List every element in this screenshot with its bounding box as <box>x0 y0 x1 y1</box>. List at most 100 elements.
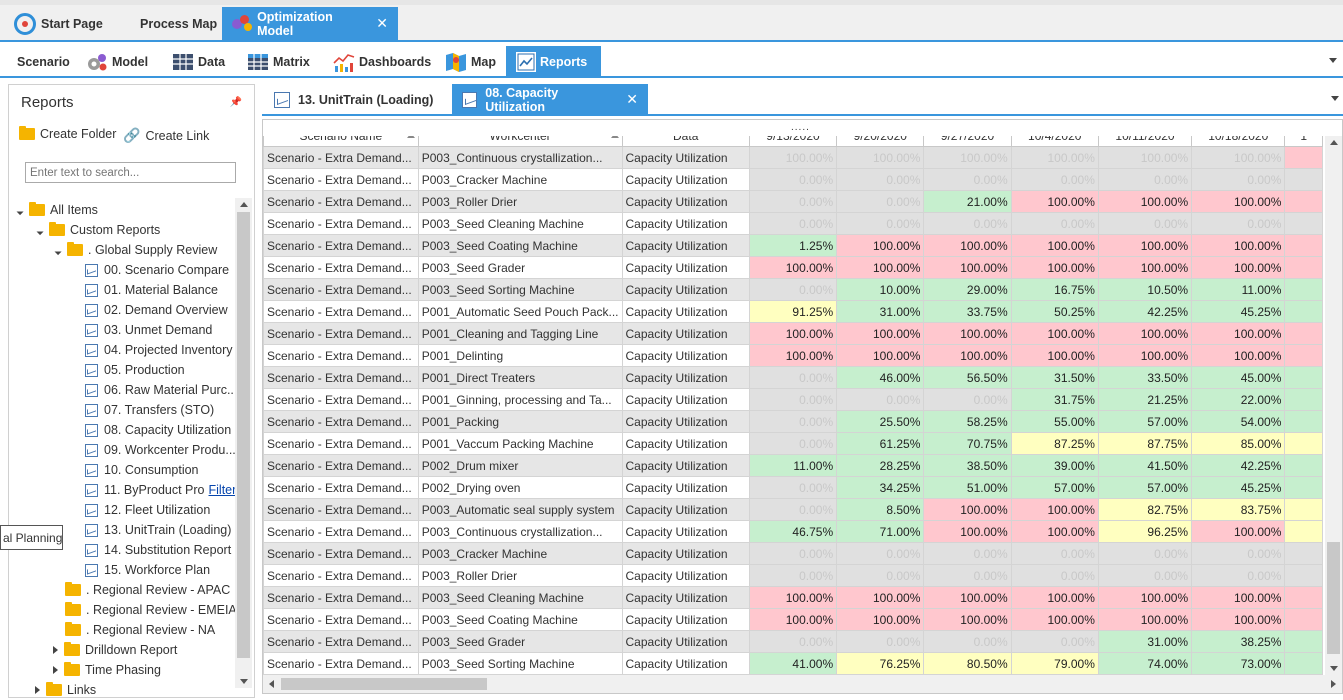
table-row[interactable]: Scenario - Extra Demand... P003_Seed Coat… <box>263 234 1323 257</box>
tree-node-report[interactable]: 12. Fleet Utilization <box>85 500 210 520</box>
tree-node-all-items[interactable]: All Items <box>14 200 98 220</box>
chevron-down-icon[interactable] <box>1331 96 1339 101</box>
tree-node-report[interactable]: 14. Substitution Report <box>85 540 231 560</box>
tree-node-report[interactable]: 11. ByProduct Pro Filter <box>85 480 236 500</box>
column-header[interactable]: 1 <box>1284 136 1323 147</box>
scroll-up-icon[interactable] <box>240 202 248 207</box>
tree-node-drilldown[interactable]: Drilldown Report <box>53 640 177 660</box>
search-input[interactable] <box>25 162 236 183</box>
column-header[interactable]: 9/13/2020 <box>748 136 838 147</box>
scroll-up-icon[interactable] <box>1330 140 1338 145</box>
tree-node-report[interactable]: 10. Consumption <box>85 460 199 480</box>
collapse-icon[interactable] <box>14 205 24 215</box>
filter-link[interactable]: Filter <box>208 483 236 497</box>
column-header[interactable]: 9/27/2020 <box>923 136 1012 147</box>
ribbon-tab-matrix[interactable]: Matrix <box>247 46 310 78</box>
tree-node-report[interactable]: 04. Projected Inventory <box>85 340 233 360</box>
table-row[interactable]: Scenario - Extra Demand... P003_Automatic… <box>263 498 1323 521</box>
table-row[interactable]: Scenario - Extra Demand... P003_Cracker M… <box>263 168 1323 191</box>
scroll-down-icon[interactable] <box>1330 666 1338 671</box>
table-row[interactable]: Scenario - Extra Demand... P001_Vaccum Pa… <box>263 432 1323 455</box>
scroll-down-icon[interactable] <box>240 679 248 684</box>
tree-node-report[interactable]: 15. Workforce Plan <box>85 560 210 580</box>
collapse-icon[interactable] <box>34 225 44 235</box>
doc-tab-optimization-model[interactable]: Optimization Model ✕ <box>222 7 398 40</box>
table-row[interactable]: Scenario - Extra Demand... P003_Seed Sort… <box>263 278 1323 301</box>
tree-node-report[interactable]: 06. Raw Material Purc... <box>85 380 236 400</box>
table-row[interactable]: Scenario - Extra Demand... P001_Ginning, … <box>263 388 1323 411</box>
grid-horizontal-scrollbar[interactable] <box>263 675 1342 693</box>
tree-node-custom-reports[interactable]: Custom Reports <box>34 220 160 240</box>
ribbon-tab-data[interactable]: Data <box>172 46 225 78</box>
table-row[interactable]: Scenario - Extra Demand... P003_Roller Dr… <box>263 564 1323 587</box>
table-row[interactable]: Scenario - Extra Demand... P003_Seed Clea… <box>263 586 1323 609</box>
column-header[interactable]: Scenario Name <box>263 136 419 147</box>
grid-vertical-scrollbar[interactable] <box>1325 136 1342 675</box>
close-icon[interactable]: ✕ <box>376 15 388 31</box>
table-row[interactable]: Scenario - Extra Demand... P001_Packing Ca… <box>263 410 1323 433</box>
tree-node-report[interactable]: 13. UnitTrain (Loading) <box>85 520 231 540</box>
column-header[interactable]: 10/11/2020 <box>1097 136 1193 147</box>
ribbon-tab-reports[interactable]: Reports <box>506 46 601 78</box>
group-panel-grip[interactable]: ..... <box>791 122 810 133</box>
table-row[interactable]: Scenario - Extra Demand... P003_Seed Coat… <box>263 608 1323 631</box>
tree-node-global-supply-review[interactable]: . Global Supply Review <box>52 240 217 260</box>
table-row[interactable]: Scenario - Extra Demand... P002_Drum mixe… <box>263 454 1323 477</box>
doc-tab-start-page[interactable]: Start Page <box>4 7 113 40</box>
table-row[interactable]: Scenario - Extra Demand... P003_Roller Dr… <box>263 190 1323 213</box>
table-row[interactable]: Scenario - Extra Demand... P001_Delinting… <box>263 344 1323 367</box>
tree-node-links[interactable]: Links <box>35 680 96 698</box>
doc-tab-process-map[interactable]: Process Map <box>130 7 227 40</box>
table-row[interactable]: Scenario - Extra Demand... P003_Seed Sort… <box>263 652 1323 675</box>
tree-node-regional-apac[interactable]: . Regional Review - APAC <box>65 580 230 600</box>
tree-node-report[interactable]: 05. Production <box>85 360 185 380</box>
scroll-right-icon[interactable] <box>1331 680 1336 688</box>
tree-node-regional-na[interactable]: . Regional Review - NA <box>65 620 215 640</box>
column-header[interactable]: 9/20/2020 <box>836 136 925 147</box>
close-icon[interactable]: ✕ <box>626 91 638 107</box>
collapse-icon[interactable] <box>52 245 62 255</box>
table-row[interactable]: Scenario - Extra Demand... P001_Automatic… <box>263 300 1323 323</box>
expand-icon[interactable] <box>53 666 58 674</box>
scroll-thumb[interactable] <box>1327 542 1340 654</box>
column-header[interactable]: 10/4/2020 <box>1010 136 1099 147</box>
tree-node-report[interactable]: 03. Unmet Demand <box>85 320 212 340</box>
table-row[interactable]: Scenario - Extra Demand... P003_Seed Grad… <box>263 630 1323 653</box>
tree-node-report[interactable]: 00. Scenario Compare <box>85 260 229 280</box>
tree-node-report[interactable]: 08. Capacity Utilization <box>85 420 231 440</box>
tree-scrollbar[interactable] <box>235 198 252 688</box>
ribbon-tab-scenario[interactable]: Scenario <box>17 46 70 78</box>
tree-node-report[interactable]: 01. Material Balance <box>85 280 218 300</box>
sort-icon[interactable] <box>406 136 415 138</box>
scroll-thumb[interactable] <box>237 212 250 658</box>
scroll-thumb[interactable] <box>281 678 487 690</box>
tree-node-report[interactable]: 09. Workcenter Produ... <box>85 440 236 460</box>
table-row[interactable]: Scenario - Extra Demand... P003_Continuou… <box>263 146 1323 169</box>
create-link-button[interactable]: 🔗 Create Link <box>123 127 209 144</box>
tree-node-time-phasing[interactable]: Time Phasing <box>53 660 161 680</box>
table-row[interactable]: Scenario - Extra Demand... P003_Seed Clea… <box>263 212 1323 235</box>
ribbon-tab-map[interactable]: Map <box>445 46 496 78</box>
sort-icon[interactable] <box>610 136 619 138</box>
table-row[interactable]: Scenario - Extra Demand... P001_Direct Tr… <box>263 366 1323 389</box>
chevron-down-icon[interactable] <box>1329 58 1337 63</box>
tree-node-report[interactable]: 07. Transfers (STO) <box>85 400 214 420</box>
table-row[interactable]: Scenario - Extra Demand... P002_Drying ov… <box>263 476 1323 499</box>
report-tab-capacity-utilization[interactable]: 08. Capacity Utilization ✕ <box>452 84 648 115</box>
pin-icon[interactable]: 📌 <box>229 97 242 108</box>
create-folder-button[interactable]: Create Folder <box>19 126 116 141</box>
table-row[interactable]: Scenario - Extra Demand... P003_Cracker M… <box>263 542 1323 565</box>
column-header[interactable]: Data <box>621 136 750 147</box>
tree-node-regional-emeia[interactable]: . Regional Review - EMEIA <box>65 600 236 620</box>
expand-icon[interactable] <box>53 646 58 654</box>
report-tab-unittrain[interactable]: 13. UnitTrain (Loading) <box>264 84 446 115</box>
column-header[interactable]: 10/18/2020 <box>1191 136 1286 147</box>
ribbon-tab-model[interactable]: Model <box>86 46 148 78</box>
scroll-left-icon[interactable] <box>269 680 274 688</box>
ribbon-tab-dashboards[interactable]: Dashboards <box>333 46 431 78</box>
expand-icon[interactable] <box>35 686 40 694</box>
table-row[interactable]: Scenario - Extra Demand... P003_Continuou… <box>263 520 1323 543</box>
column-header[interactable]: Workcenter <box>417 136 623 147</box>
tree-node-report[interactable]: 02. Demand Overview <box>85 300 228 320</box>
table-row[interactable]: Scenario - Extra Demand... P001_Cleaning … <box>263 322 1323 345</box>
